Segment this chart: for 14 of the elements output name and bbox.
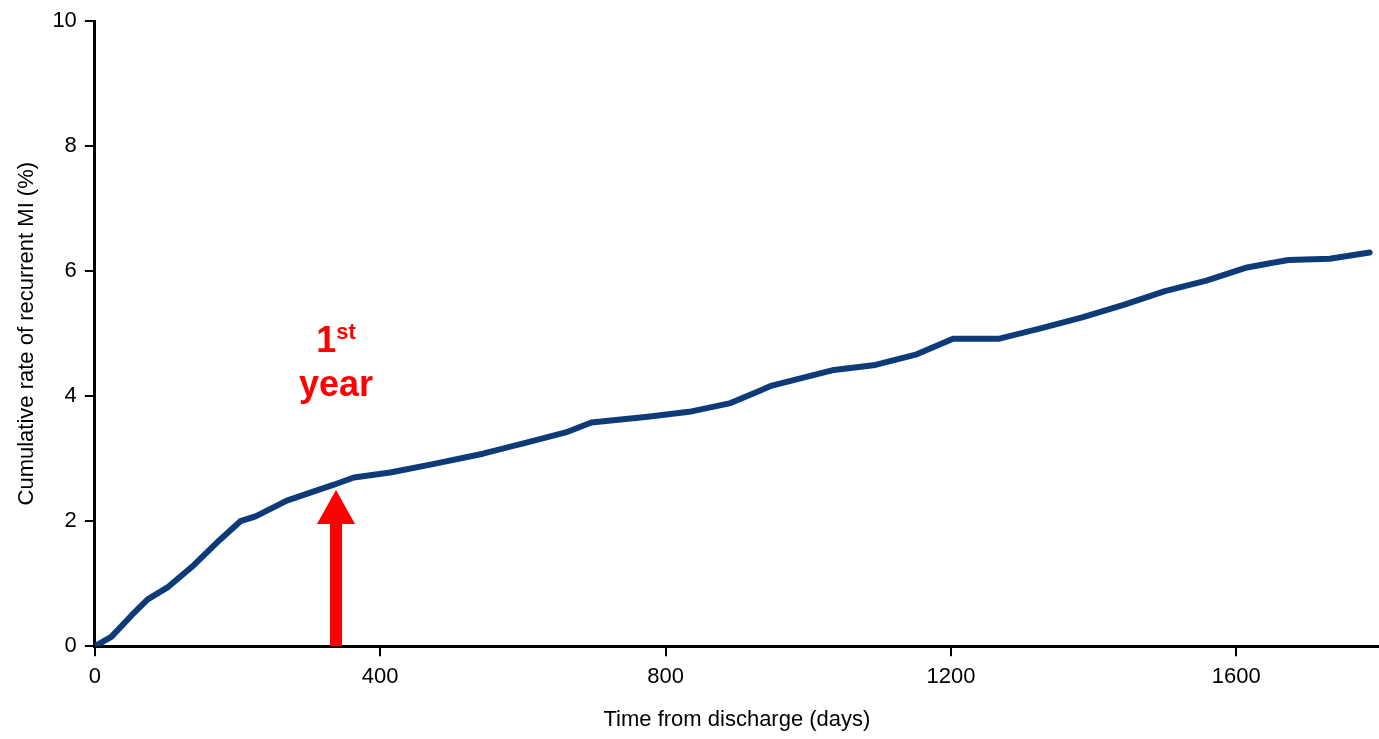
annotation: 1$^{st}$ year: [298, 317, 374, 406]
y-tick-label: 10: [52, 7, 77, 33]
x-tick-label: 800: [647, 663, 684, 689]
x-tick-label: 1600: [1211, 663, 1261, 689]
x-tick-label: 400: [361, 663, 399, 689]
y-tick-label: 4: [64, 382, 77, 408]
y-axis-title: Cumulative rate of recurrent MI (%): [13, 161, 39, 506]
y-tick-label: 6: [64, 257, 77, 283]
y-tick-label: 0: [64, 632, 77, 658]
y-tick-label: 2: [64, 507, 77, 533]
y-tick-label: 8: [64, 132, 77, 158]
x-axis-title: Time from discharge (days): [603, 705, 871, 731]
x-tick-label: 0: [88, 663, 101, 689]
x-tick-label: 1200: [926, 663, 976, 689]
